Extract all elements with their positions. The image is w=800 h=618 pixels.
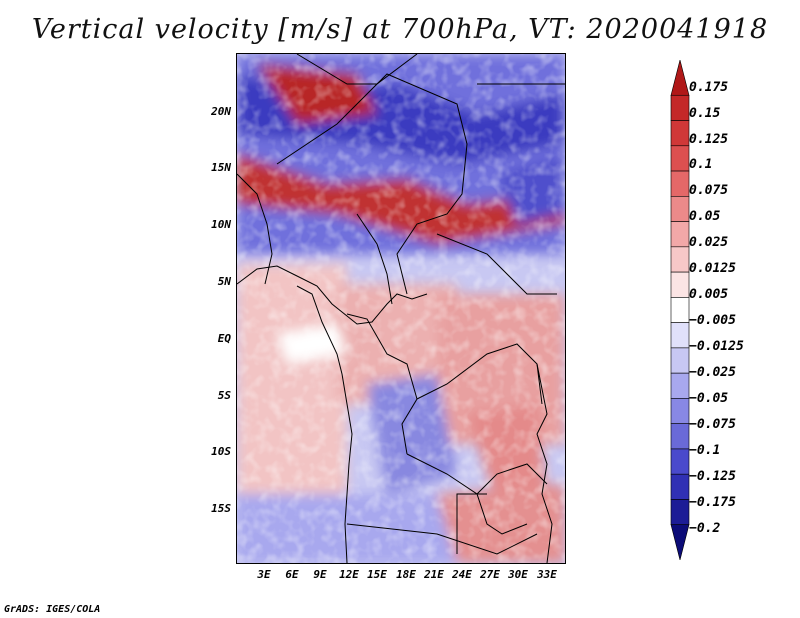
colorbar-swatch [670, 473, 690, 500]
colorbar-swatch [670, 221, 690, 248]
vertical-velocity-field [237, 54, 565, 563]
colorbar-swatch [670, 448, 690, 475]
lat-label-5n: 5N [217, 275, 231, 288]
lon-label-30e: 30E [508, 568, 528, 581]
colorbar [670, 60, 690, 560]
colorbar-label: −0.005 [689, 313, 736, 328]
colorbar-label: 0.075 [689, 183, 729, 198]
colorbar-label: −0.075 [689, 417, 736, 432]
lon-label-33e: 33E [537, 568, 557, 581]
colorbar-label: −0.025 [689, 365, 736, 380]
lon-label-24e: 24E [452, 568, 472, 581]
colorbar-label: −0.125 [689, 469, 736, 484]
map-panel [236, 53, 566, 564]
colorbar-swatch [670, 347, 690, 374]
colorbar-swatch [670, 94, 690, 121]
colorbar-swatch [670, 423, 690, 450]
colorbar-swatch [670, 145, 690, 172]
colorbar-label: −0.175 [689, 495, 736, 510]
lat-label-5s: 5S [217, 389, 231, 402]
country-borders [237, 54, 565, 563]
colorbar-label: 0.175 [689, 80, 729, 95]
colorbar-swatch [670, 120, 690, 147]
credit-text: GrADS: IGES/COLA [4, 604, 101, 615]
colorbar-label: −0.2 [689, 521, 721, 536]
colorbar-swatch [670, 246, 690, 273]
lat-label-10n: 10N [211, 218, 231, 231]
lat-label-eq: EQ [217, 332, 231, 345]
colorbar-label: −0.05 [689, 391, 729, 406]
colorbar-label: 0.1 [689, 157, 713, 172]
colorbar-label: 0.0125 [689, 261, 736, 276]
chart-title: Vertical velocity [m/s] at 700hPa, VT: 2… [31, 14, 769, 45]
colorbar-swatch [670, 398, 690, 424]
colorbar-swatch [670, 170, 690, 197]
lon-label-27e: 27E [480, 568, 500, 581]
lon-label-18e: 18E [396, 568, 416, 581]
colorbar-label: 0.125 [689, 132, 729, 147]
colorbar-label: 0.05 [689, 209, 721, 224]
lon-label-21e: 21E [424, 568, 444, 581]
colorbar-swatch [670, 372, 690, 399]
colorbar-swatch [670, 196, 690, 222]
lon-label-6e: 6E [285, 568, 299, 581]
colorbar-swatch [670, 271, 690, 298]
lon-label-3e: 3E [257, 568, 271, 581]
colorbar-label: 0.005 [689, 287, 729, 302]
lat-label-10s: 10S [211, 445, 231, 458]
lat-label-20n: 20N [211, 105, 231, 118]
colorbar-label: −0.1 [689, 443, 721, 458]
colorbar-label: 0.15 [689, 106, 721, 121]
colorbar-swatch [670, 322, 690, 349]
colorbar-swatch [670, 60, 690, 96]
lon-label-9e: 9E [313, 568, 327, 581]
colorbar-swatch [670, 524, 690, 560]
colorbar-label: 0.025 [689, 235, 729, 250]
colorbar-label: −0.0125 [689, 339, 744, 354]
lat-label-15n: 15N [211, 161, 231, 174]
colorbar-swatch [670, 297, 690, 323]
colorbar-swatch [670, 499, 690, 526]
lon-label-12e: 12E [339, 568, 359, 581]
lat-label-15s: 15S [211, 502, 231, 515]
lon-label-15e: 15E [367, 568, 387, 581]
